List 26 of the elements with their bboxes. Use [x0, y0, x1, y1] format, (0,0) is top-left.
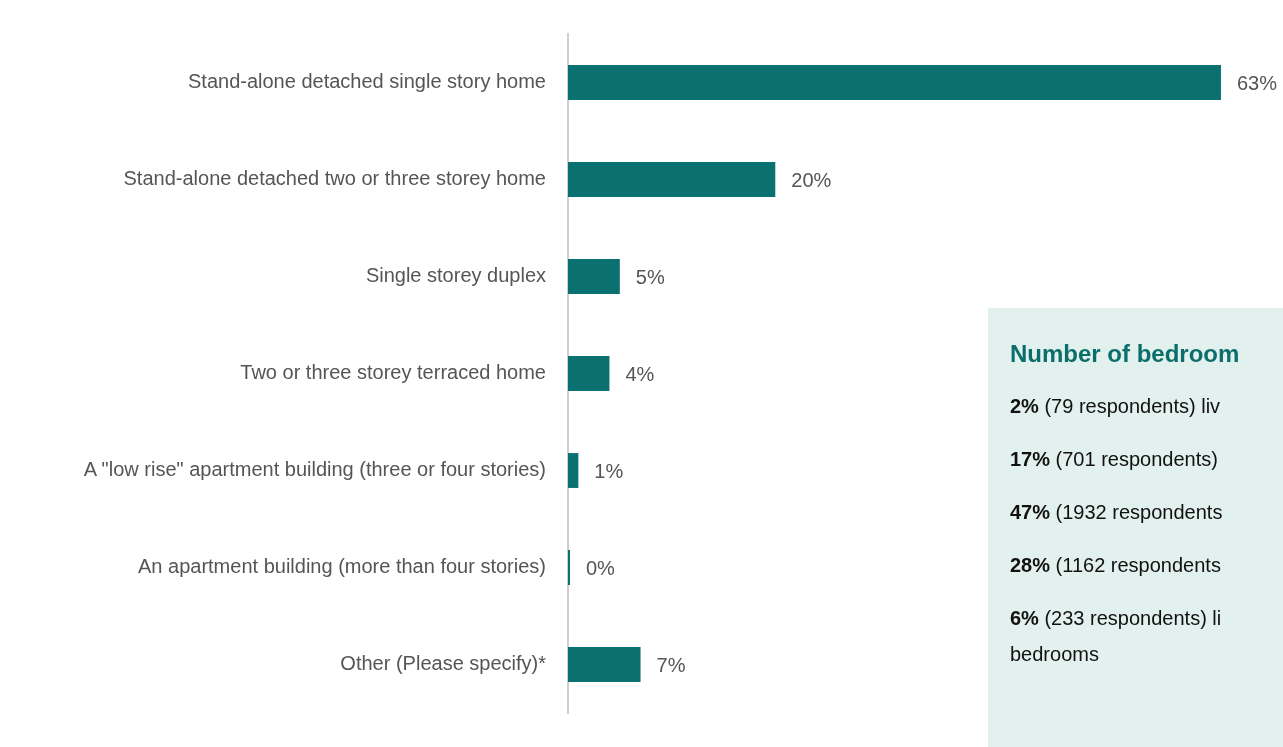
y-tick-label: Stand-alone detached single story home	[187, 70, 546, 93]
data-label: 20%	[791, 169, 832, 192]
annotation: Number of bedroom	[1010, 340, 1241, 368]
bar	[568, 259, 620, 294]
annotation: 28% (1162 respondents	[1010, 554, 1221, 576]
annotation: 2% (79 respondents) liv	[1010, 395, 1221, 417]
y-tick-label: Other (Please specify)*	[340, 652, 547, 675]
data-label: 7%	[656, 654, 686, 677]
data-label: 63%	[1236, 72, 1278, 95]
bar	[568, 65, 1221, 100]
y-tick-label: Two or three storey terraced home	[240, 361, 546, 384]
data-label: 0%	[586, 557, 616, 580]
bar	[568, 453, 579, 488]
y-tick-label: Stand-alone detached two or three storey home	[123, 167, 546, 190]
y-tick-label: An apartment building (more than four stories)	[138, 555, 546, 578]
bar	[568, 356, 610, 391]
annotation: 6% (233 respondents) li bedrooms	[1010, 607, 1222, 665]
y-tick-label: Single storey duplex	[365, 264, 546, 287]
annotation: 17% (701 respondents)	[1010, 448, 1218, 470]
data-label: 4%	[625, 363, 655, 386]
annotation: 47% (1932 respondents	[1010, 501, 1223, 523]
bar	[568, 647, 641, 682]
bar	[568, 162, 776, 197]
y-tick-label: A "low rise" apartment building (three or four stories)	[83, 458, 546, 481]
data-label: 5%	[635, 266, 665, 289]
data-label: 1%	[594, 460, 624, 483]
